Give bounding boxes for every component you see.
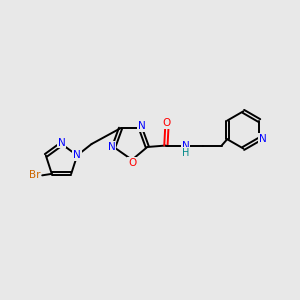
Text: N: N bbox=[137, 121, 145, 131]
Text: N: N bbox=[259, 134, 267, 144]
Text: N: N bbox=[108, 142, 116, 152]
Text: O: O bbox=[128, 158, 136, 168]
Text: N: N bbox=[73, 150, 81, 161]
Text: H: H bbox=[182, 148, 189, 158]
Text: N: N bbox=[182, 140, 189, 151]
Text: Br: Br bbox=[29, 170, 40, 180]
Text: N: N bbox=[58, 137, 65, 148]
Text: O: O bbox=[163, 118, 171, 128]
